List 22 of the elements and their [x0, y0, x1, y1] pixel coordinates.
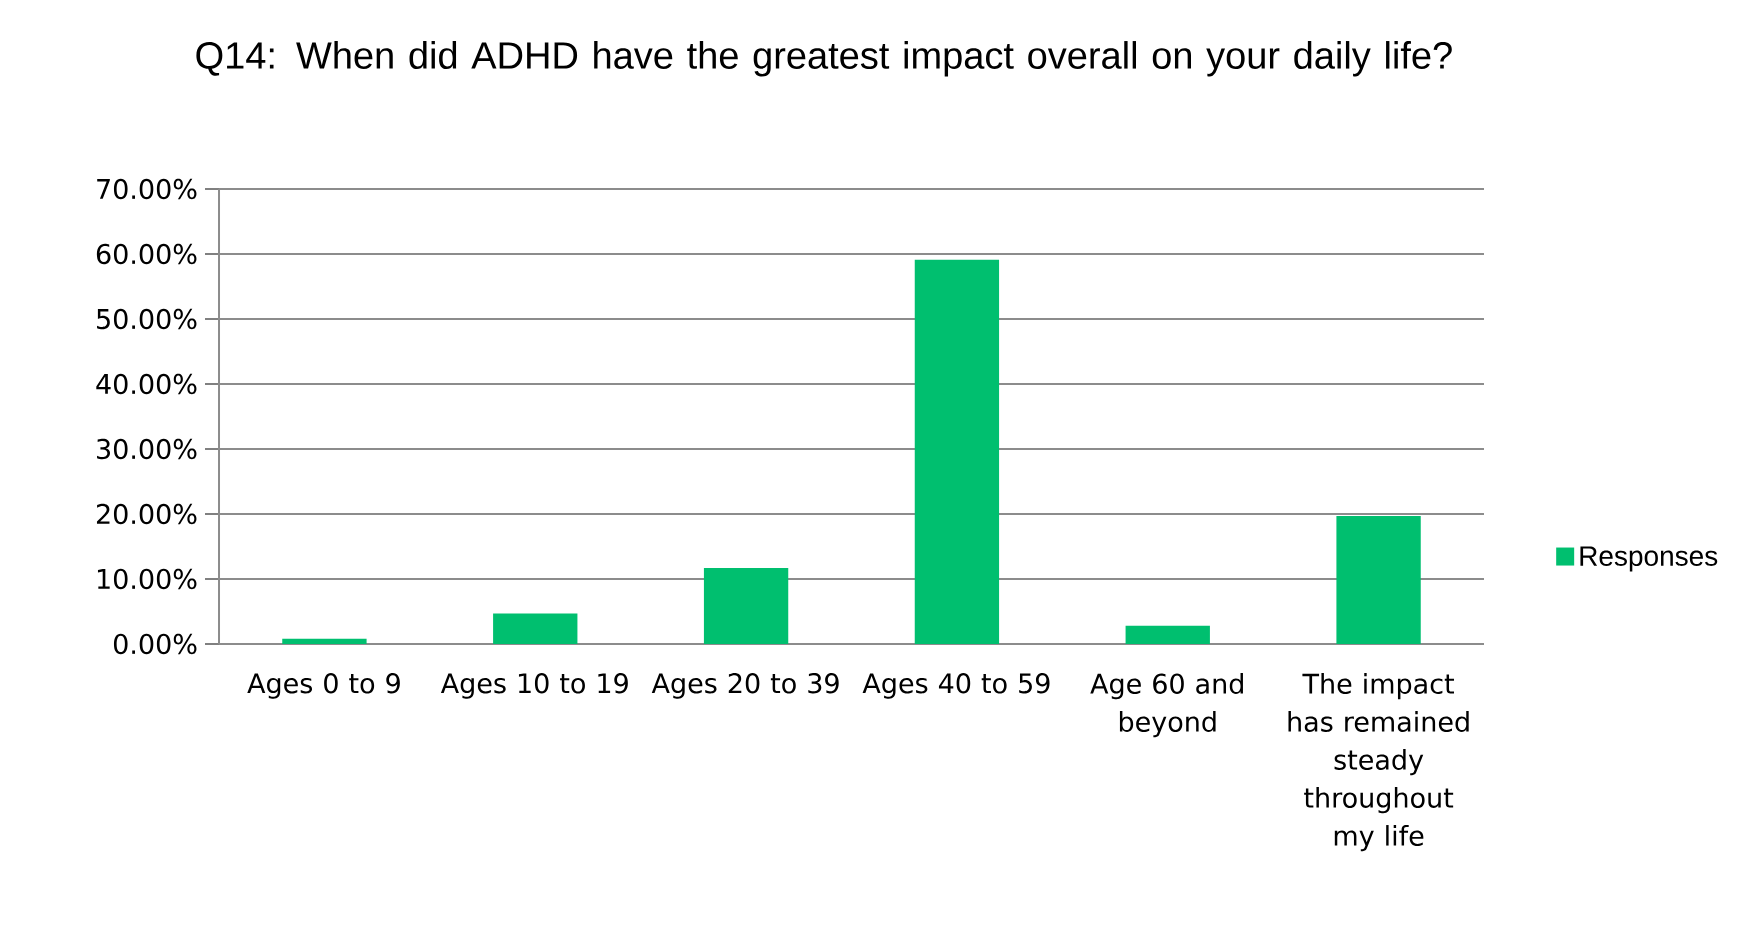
bar	[1336, 515, 1421, 644]
y-tick-label: 0.00%	[113, 633, 197, 655]
y-tick-label: 50.00%	[97, 308, 197, 330]
y-tick-label: 60.00%	[96, 243, 197, 265]
x-tick-label: The impact has remained steady throughout my life	[1288, 673, 1469, 852]
y-tick-label: 30.00%	[97, 438, 197, 460]
x-tick-label: Ages 0 to 9	[247, 673, 400, 699]
x-tick-label: Ages 20 to 39	[651, 673, 839, 699]
y-tick-label: 10.00%	[97, 568, 197, 590]
y-tick-label: 20.00%	[96, 503, 197, 525]
bar	[493, 613, 578, 644]
bar	[914, 259, 1000, 644]
x-tick-label: Ages 40 to 59	[862, 673, 1050, 699]
x-tick-label: Ages 10 to 19	[440, 673, 628, 699]
bar	[282, 638, 367, 644]
bar	[703, 567, 789, 644]
bar	[1125, 625, 1210, 644]
y-tick-label: 70.00%	[97, 178, 197, 200]
legend-label: Responses	[1580, 546, 1718, 572]
chart-title: Q14: When did ADHD have the greatest impact overall on your daily life?	[196, 41, 1452, 77]
y-tick-label: 40.00%	[96, 373, 197, 395]
x-tick-label: Age 60 and beyond	[1090, 673, 1243, 738]
